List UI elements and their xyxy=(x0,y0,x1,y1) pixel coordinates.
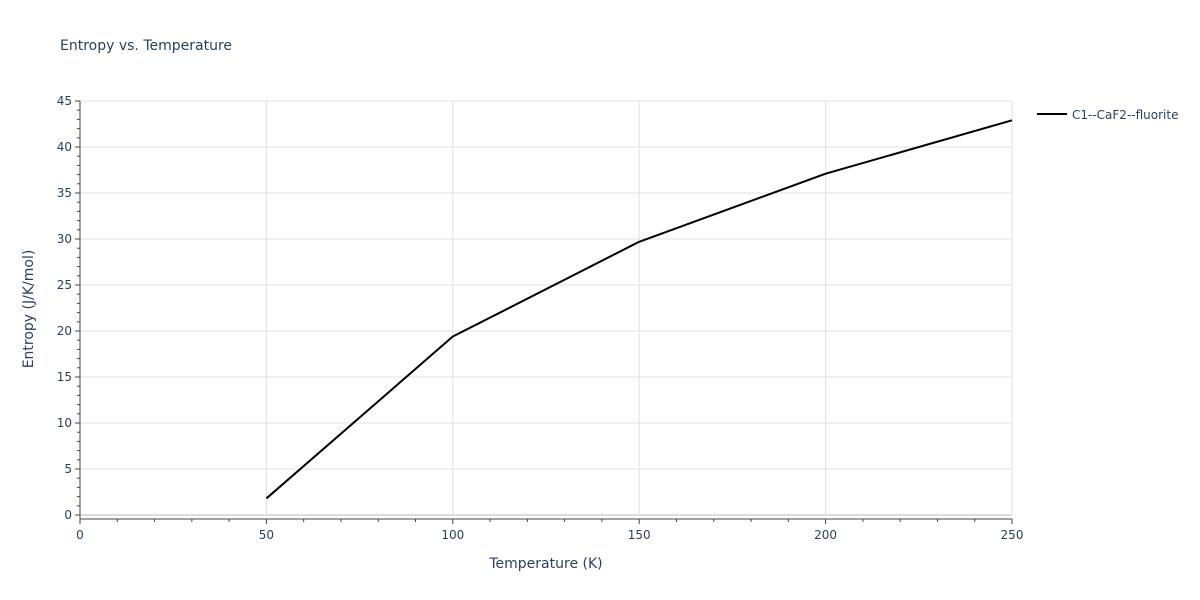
grid-layer xyxy=(80,100,1013,516)
series-line-0[interactable] xyxy=(265,119,1013,500)
y-tick-label-6: 30 xyxy=(57,232,72,246)
y-tick-label-3: 15 xyxy=(57,370,72,384)
axis-layer xyxy=(75,100,1013,524)
series-layer xyxy=(265,119,1013,500)
x-tick-label-1: 50 xyxy=(259,528,274,542)
y-tick-label-0: 0 xyxy=(64,508,72,522)
y-axis-title: Entropy (J/K/mol) xyxy=(21,250,37,369)
y-tick-label-8: 40 xyxy=(57,140,72,154)
x-tick-label-2: 100 xyxy=(441,528,464,542)
y-tick-label-2: 10 xyxy=(57,416,72,430)
x-tick-label-4: 200 xyxy=(814,528,837,542)
y-tick-label-9: 45 xyxy=(57,94,72,108)
y-tick-label-7: 35 xyxy=(57,186,72,200)
chart-title: Entropy vs. Temperature xyxy=(60,38,232,54)
legend-label-0: C1--CaF2--fluorite xyxy=(1072,108,1178,122)
y-tick-label-4: 20 xyxy=(57,324,72,338)
tick-label-layer: 0 5 10 15 20 25 30 35 40 45 0 50 100 150 200 250 xyxy=(57,94,1024,542)
x-tick-label-3: 150 xyxy=(628,528,651,542)
x-axis-title: Temperature (K) xyxy=(488,556,602,572)
x-tick-label-0: 0 xyxy=(76,528,84,542)
x-tick-label-5: 250 xyxy=(1001,528,1024,542)
y-tick-label-1: 5 xyxy=(64,462,72,476)
y-tick-label-5: 25 xyxy=(57,278,72,292)
legend[interactable]: C1--CaF2--fluorite xyxy=(1037,108,1178,122)
